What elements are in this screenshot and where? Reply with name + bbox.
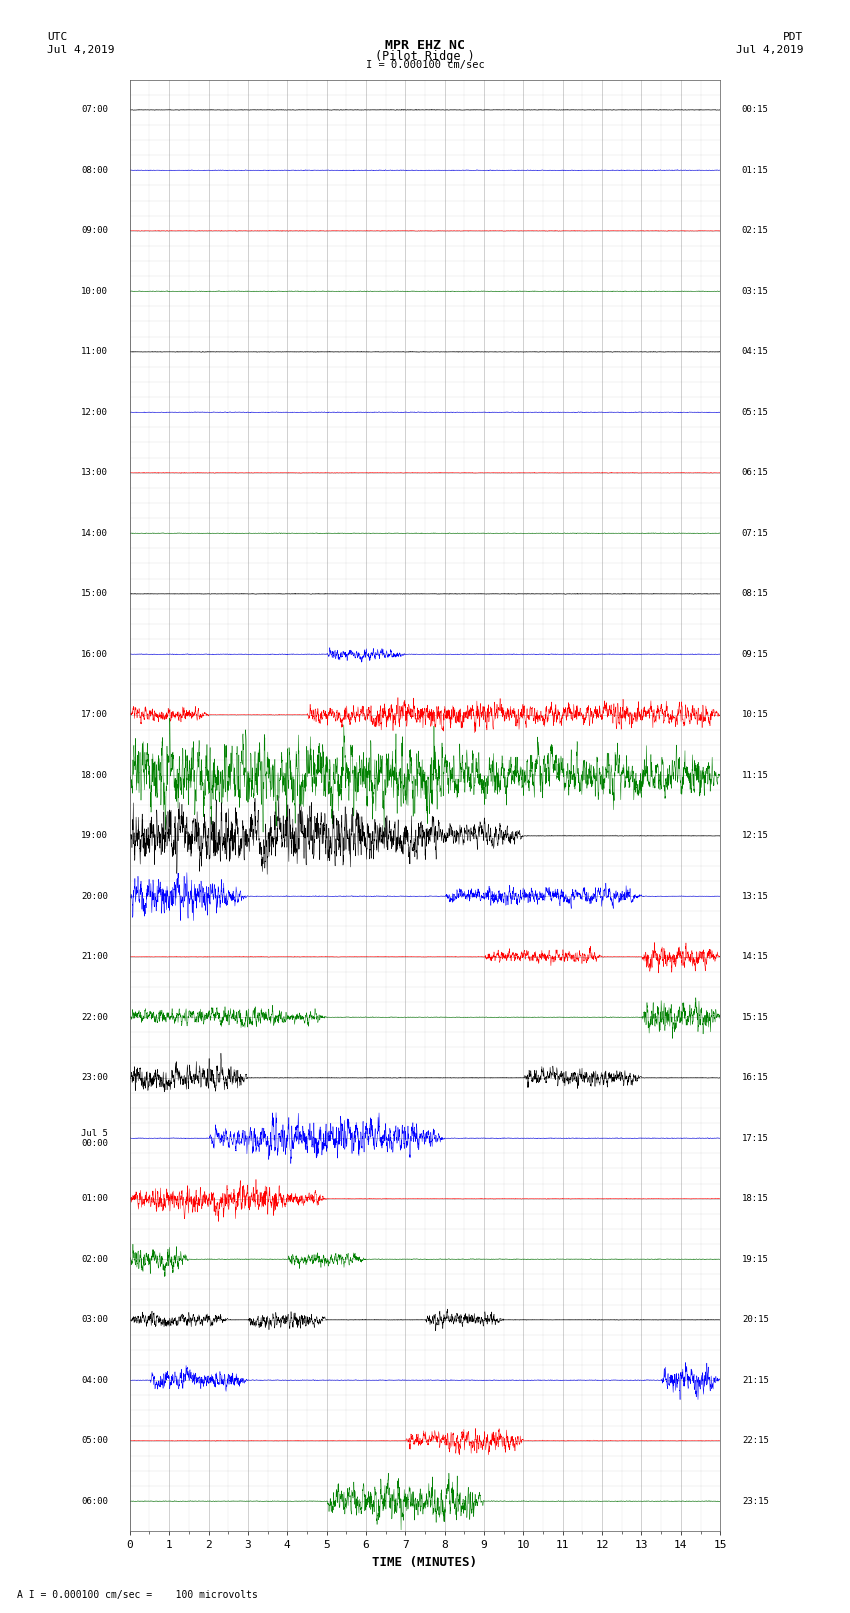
Text: 23:00: 23:00 xyxy=(82,1073,108,1082)
Text: 05:15: 05:15 xyxy=(742,408,768,416)
Text: 18:15: 18:15 xyxy=(742,1194,768,1203)
Text: (Pilot Ridge ): (Pilot Ridge ) xyxy=(375,50,475,63)
Text: UTC: UTC xyxy=(47,32,67,42)
Text: Jul 5: Jul 5 xyxy=(82,1129,108,1137)
Text: A I = 0.000100 cm/sec =    100 microvolts: A I = 0.000100 cm/sec = 100 microvolts xyxy=(17,1590,258,1600)
Text: 13:15: 13:15 xyxy=(742,892,768,900)
Text: 00:15: 00:15 xyxy=(742,105,768,115)
Text: 17:15: 17:15 xyxy=(742,1134,768,1142)
X-axis label: TIME (MINUTES): TIME (MINUTES) xyxy=(372,1557,478,1569)
Text: 19:00: 19:00 xyxy=(82,831,108,840)
Text: 01:15: 01:15 xyxy=(742,166,768,174)
Text: 03:00: 03:00 xyxy=(82,1315,108,1324)
Text: 19:15: 19:15 xyxy=(742,1255,768,1263)
Text: 07:00: 07:00 xyxy=(82,105,108,115)
Text: Jul 4,2019: Jul 4,2019 xyxy=(47,45,114,55)
Text: 11:00: 11:00 xyxy=(82,347,108,356)
Text: 14:15: 14:15 xyxy=(742,952,768,961)
Text: 06:00: 06:00 xyxy=(82,1497,108,1505)
Text: 04:00: 04:00 xyxy=(82,1376,108,1384)
Text: 15:00: 15:00 xyxy=(82,589,108,598)
Text: 13:00: 13:00 xyxy=(82,468,108,477)
Text: 20:00: 20:00 xyxy=(82,892,108,900)
Text: 04:15: 04:15 xyxy=(742,347,768,356)
Text: 22:15: 22:15 xyxy=(742,1436,768,1445)
Text: 21:00: 21:00 xyxy=(82,952,108,961)
Text: 12:00: 12:00 xyxy=(82,408,108,416)
Text: 02:15: 02:15 xyxy=(742,226,768,235)
Text: 08:00: 08:00 xyxy=(82,166,108,174)
Text: 20:15: 20:15 xyxy=(742,1315,768,1324)
Text: 09:15: 09:15 xyxy=(742,650,768,658)
Text: 07:15: 07:15 xyxy=(742,529,768,537)
Text: 09:00: 09:00 xyxy=(82,226,108,235)
Text: 21:15: 21:15 xyxy=(742,1376,768,1384)
Text: 18:00: 18:00 xyxy=(82,771,108,779)
Text: Jul 4,2019: Jul 4,2019 xyxy=(736,45,803,55)
Text: PDT: PDT xyxy=(783,32,803,42)
Text: 16:15: 16:15 xyxy=(742,1073,768,1082)
Text: MPR EHZ NC: MPR EHZ NC xyxy=(385,39,465,52)
Text: 10:15: 10:15 xyxy=(742,710,768,719)
Text: 17:00: 17:00 xyxy=(82,710,108,719)
Text: 23:15: 23:15 xyxy=(742,1497,768,1505)
Text: 15:15: 15:15 xyxy=(742,1013,768,1021)
Text: 00:00: 00:00 xyxy=(82,1139,108,1147)
Text: 01:00: 01:00 xyxy=(82,1194,108,1203)
Text: 22:00: 22:00 xyxy=(82,1013,108,1021)
Text: 02:00: 02:00 xyxy=(82,1255,108,1263)
Text: 06:15: 06:15 xyxy=(742,468,768,477)
Text: 14:00: 14:00 xyxy=(82,529,108,537)
Text: 05:00: 05:00 xyxy=(82,1436,108,1445)
Text: 12:15: 12:15 xyxy=(742,831,768,840)
Text: I = 0.000100 cm/sec: I = 0.000100 cm/sec xyxy=(366,60,484,69)
Text: 08:15: 08:15 xyxy=(742,589,768,598)
Text: 16:00: 16:00 xyxy=(82,650,108,658)
Text: 03:15: 03:15 xyxy=(742,287,768,295)
Text: 11:15: 11:15 xyxy=(742,771,768,779)
Text: 10:00: 10:00 xyxy=(82,287,108,295)
